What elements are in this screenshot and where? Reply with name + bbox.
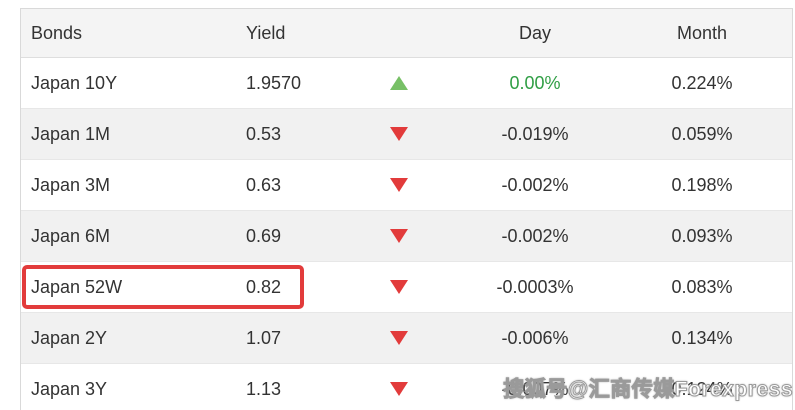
table-row[interactable]: Japan 52W 0.82 -0.0003% 0.083% xyxy=(21,262,792,313)
up-arrow-icon xyxy=(390,76,408,90)
down-arrow-icon xyxy=(390,382,408,396)
bond-name: Japan 52W xyxy=(31,276,123,297)
bond-name: Japan 1M xyxy=(31,123,111,144)
month-change: 0.083% xyxy=(671,276,733,297)
trend-arrow-cell xyxy=(358,76,440,90)
bond-table-body: Japan 10Y 1.9570 0.00% 0.224% Japan 1M 0… xyxy=(21,58,792,410)
down-arrow-icon xyxy=(390,229,408,243)
month-change: 0.093% xyxy=(671,225,733,246)
table-row[interactable]: Japan 3Y 1.13 -0.007% 0.124% xyxy=(21,364,792,410)
trend-arrow-cell xyxy=(358,178,440,192)
month-change: 0.224% xyxy=(671,72,733,93)
table-row[interactable]: Japan 10Y 1.9570 0.00% 0.224% xyxy=(21,58,792,109)
month-change: 0.198% xyxy=(671,174,733,195)
down-arrow-icon xyxy=(390,178,408,192)
bond-name: Japan 3M xyxy=(31,174,111,195)
table-header-row: Bonds Yield Day Month xyxy=(21,9,792,58)
day-change: -0.0003% xyxy=(496,276,574,297)
down-arrow-icon xyxy=(390,280,408,294)
bond-yield: 1.9570 xyxy=(246,72,302,93)
trend-arrow-cell xyxy=(358,331,440,345)
bond-yield: 0.82 xyxy=(246,276,282,297)
day-change: -0.002% xyxy=(501,174,569,195)
bond-yield: 0.63 xyxy=(246,174,282,195)
table-row[interactable]: Japan 2Y 1.07 -0.006% 0.134% xyxy=(21,313,792,364)
day-change: -0.007% xyxy=(501,378,569,399)
bond-yield: 0.53 xyxy=(246,123,282,144)
trend-arrow-cell xyxy=(358,229,440,243)
bond-name: Japan 10Y xyxy=(31,72,118,93)
day-change: -0.019% xyxy=(501,123,569,144)
trend-arrow-cell xyxy=(358,127,440,141)
trend-arrow-cell xyxy=(358,280,440,294)
bond-table: Bonds Yield Day Month Japan 10Y 1.9570 0… xyxy=(20,8,793,410)
month-change: 0.059% xyxy=(671,123,733,144)
down-arrow-icon xyxy=(390,331,408,345)
day-change: 0.00% xyxy=(509,72,561,93)
bond-yield: 1.13 xyxy=(246,378,282,399)
header-month: Month xyxy=(676,22,728,43)
header-yield: Yield xyxy=(246,22,286,43)
bond-name: Japan 6M xyxy=(31,225,111,246)
day-change: -0.002% xyxy=(501,225,569,246)
bond-name: Japan 3Y xyxy=(31,378,108,399)
trend-arrow-cell xyxy=(358,382,440,396)
header-bonds: Bonds xyxy=(31,22,83,43)
sohu-watermark: 搜狐号@汇商传媒Forexpress xyxy=(503,378,793,402)
header-day: Day xyxy=(518,22,551,43)
month-change: 0.124% xyxy=(671,378,733,399)
bond-name: Japan 2Y xyxy=(31,327,108,348)
bond-yield: 0.69 xyxy=(246,225,282,246)
table-row[interactable]: Japan 6M 0.69 -0.002% 0.093% xyxy=(21,211,792,262)
table-row[interactable]: Japan 3M 0.63 -0.002% 0.198% xyxy=(21,160,792,211)
bond-yield: 1.07 xyxy=(246,327,282,348)
month-change: 0.134% xyxy=(671,327,733,348)
down-arrow-icon xyxy=(390,127,408,141)
day-change: -0.006% xyxy=(501,327,569,348)
table-row[interactable]: Japan 1M 0.53 -0.019% 0.059% xyxy=(21,109,792,160)
